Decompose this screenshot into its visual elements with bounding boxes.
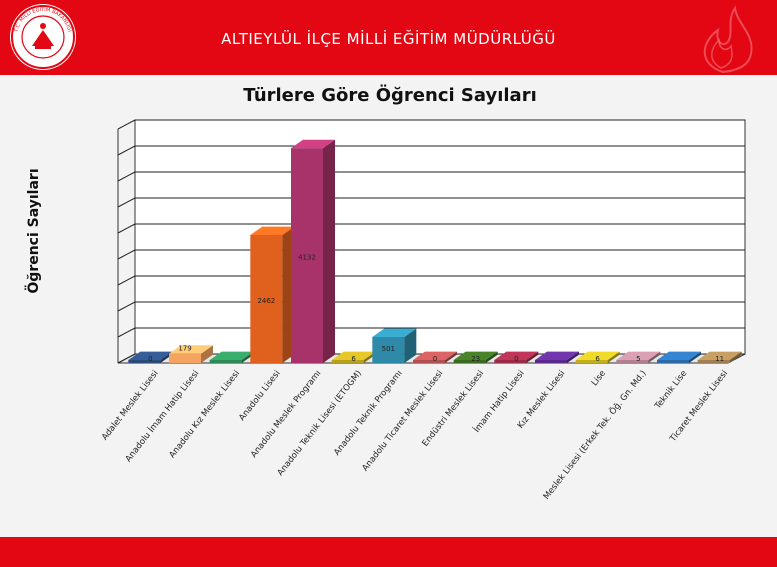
data-labels: 0 179 2462 4132 6 501 0 23 0 6 5 11	[148, 254, 724, 363]
x-tick-label: Anadolu Lisesi	[237, 369, 282, 423]
bar-front	[616, 360, 649, 363]
x-tick-label: Anadolu Teknik Lisesi (ETOGM)	[276, 369, 364, 478]
data-label: 5	[636, 355, 640, 363]
bar-front	[331, 360, 364, 363]
x-tick-label: Anadolu Meslek Programı	[249, 369, 323, 460]
bar-top	[291, 139, 335, 149]
bar-top	[575, 351, 620, 360]
bar-chart: Türlere Göre Öğrenci Sayıları Öğrenci Sa…	[24, 84, 746, 502]
bar-side	[485, 351, 498, 363]
data-label: 4132	[298, 254, 316, 262]
meb-logo-icon: T.C. MİLLÎ EĞİTİM BAKANLIĞI	[10, 4, 76, 70]
plot-back-wall	[134, 119, 746, 355]
bar-front	[169, 353, 201, 363]
grid-line-side	[117, 145, 136, 156]
bar	[697, 351, 742, 363]
data-label: 2462	[257, 297, 275, 305]
bar	[494, 351, 539, 363]
grid-line-side	[117, 353, 136, 364]
data-label: 0	[433, 355, 437, 363]
grid-line-side	[117, 197, 136, 208]
bar-side	[648, 351, 661, 363]
bar-front	[372, 336, 405, 363]
bar	[616, 351, 661, 363]
bar-side	[404, 328, 417, 363]
x-tick-label: Anadolu Teknik Programı	[332, 369, 405, 458]
data-label: 501	[382, 345, 395, 353]
bar-top	[453, 351, 498, 360]
bar-top	[697, 351, 742, 360]
x-tick-label: Meslek Lisesi (Erkek Tek. Öğ. Gn. Md.)	[541, 368, 649, 502]
bar	[169, 345, 213, 363]
bar-top	[372, 328, 417, 337]
bar-top	[169, 345, 213, 354]
bar-front	[535, 360, 567, 363]
bar-front	[250, 234, 283, 363]
bar-side	[323, 139, 335, 363]
data-label: 0	[148, 355, 152, 363]
bar-side	[567, 351, 579, 363]
bar-top	[494, 351, 539, 360]
bar-front	[453, 360, 486, 363]
bar-top	[657, 351, 701, 360]
bar-top	[535, 351, 579, 360]
page-title: ALTIEYLÜL İLÇE MİLLİ EĞİTİM MÜDÜRLÜĞÜ	[221, 30, 556, 48]
bar-front	[209, 360, 242, 363]
bar	[372, 328, 417, 363]
grid-lines	[117, 119, 746, 364]
grid-line-side	[117, 301, 136, 312]
data-label: 6	[351, 355, 356, 363]
x-tick-label: Anadolu Ticaret Meslek Lisesi	[361, 369, 446, 474]
bar	[453, 351, 498, 363]
bar-top	[250, 226, 295, 235]
data-label: 0	[514, 355, 518, 363]
bar-front	[291, 148, 323, 363]
bar-side	[201, 345, 213, 363]
x-tick-label: Lise	[590, 369, 608, 388]
chart-area: Türlere Göre Öğrenci Sayıları Öğrenci Sa…	[0, 75, 777, 537]
bar-side	[607, 351, 620, 363]
bars	[128, 139, 742, 363]
grid-line-side	[117, 249, 136, 260]
grid-line-side	[117, 327, 136, 338]
bar-top	[128, 351, 173, 360]
bar-top	[209, 351, 254, 360]
bar-side	[689, 351, 701, 363]
data-label: 179	[178, 345, 191, 353]
bar-top	[413, 351, 457, 360]
bar	[250, 226, 295, 363]
bar-side	[445, 351, 457, 363]
data-label: 6	[595, 355, 600, 363]
x-tick-label: Teknik Lise	[653, 369, 690, 412]
bar-front	[697, 360, 730, 363]
bar	[575, 351, 620, 363]
y-axis-label: Öğrenci Sayıları	[24, 168, 42, 293]
bar-top	[616, 351, 661, 360]
bar-front	[128, 360, 161, 363]
bar	[657, 351, 701, 363]
bar-front	[657, 360, 689, 363]
chart-title: Türlere Göre Öğrenci Sayıları	[243, 84, 537, 106]
footer-banner	[0, 537, 777, 567]
bar	[291, 139, 335, 363]
header-banner: T.C. MİLLÎ EĞİTİM BAKANLIĞI ALTIEYLÜL İL…	[0, 0, 777, 75]
grid-line-side	[117, 171, 136, 182]
grid-line-side	[117, 119, 136, 130]
bar-side	[729, 351, 742, 363]
bar-front	[575, 360, 608, 363]
flame-watermark-icon	[703, 5, 753, 74]
x-tick-label: Anadolu Kız Meslek Lisesi	[167, 369, 242, 461]
bar-side	[526, 351, 539, 363]
x-tick-label: Anadolu İmam Hatip Lisesi	[123, 368, 201, 464]
bar-front	[413, 360, 445, 363]
bar-front	[494, 360, 527, 363]
grid-line-side	[117, 223, 136, 234]
data-label: 23	[471, 355, 480, 363]
grid-line-side	[117, 275, 136, 286]
data-label: 11	[715, 355, 724, 363]
bar-top	[331, 351, 376, 360]
bar	[413, 351, 457, 363]
bar	[535, 351, 579, 363]
